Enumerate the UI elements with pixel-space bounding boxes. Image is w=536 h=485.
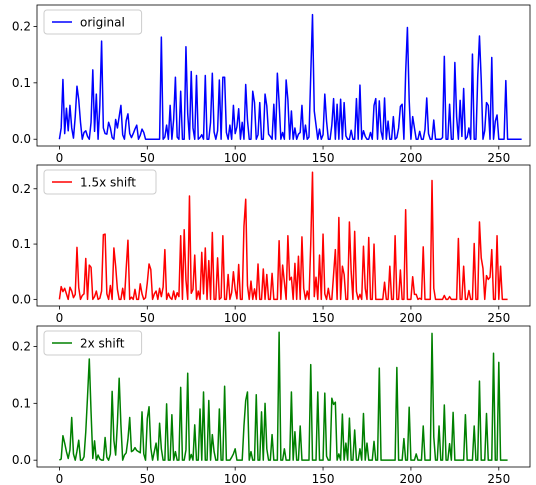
y-tick-label: 0.1 [12,237,31,251]
x-tick-label: 100 [224,311,247,325]
subplot-1: 0 50 100 150 200 250 0.0 0.1 0.2 original [12,4,531,165]
x-tick-label: 50 [140,472,155,485]
y-tick-label: 0.2 [12,19,31,33]
series-line-1 [58,13,522,140]
x-tick-label: 0 [56,311,64,325]
x-tick-label: 200 [399,472,422,485]
series-line-1 [58,171,508,301]
axes-frame [36,325,531,468]
legend-box [43,9,143,35]
y-tick-label: 0.0 [12,453,31,467]
x-tick-label: 150 [312,472,335,485]
subplots: 0 50 100 150 200 250 0.0 0.1 0.2 original 0 50 100 15… [12,4,531,485]
legend-label: 2x shift [80,337,125,351]
y-tick-label: 0.0 [12,132,31,146]
y-tick-label: 0.0 [12,292,31,306]
x-tick-label: 0 [56,151,64,165]
legend-box [43,330,143,356]
axes-frame [36,164,531,307]
x-tick-label: 200 [399,151,422,165]
legend-label: original [80,16,125,30]
x-tick-label: 100 [224,472,247,485]
y-tick-label: 0.2 [12,339,31,353]
y-tick-label: 0.2 [12,182,31,196]
y-tick-label: 0.1 [12,76,31,90]
subplot-3: 0 50 100 150 200 250 0.0 0.1 0.2 2x shift [12,325,531,485]
x-tick-label: 250 [487,151,510,165]
x-tick-label: 0 [56,472,64,485]
axes-frame [36,4,531,147]
y-tick-label: 0.1 [12,396,31,410]
legend-box [43,169,157,195]
x-tick-label: 200 [399,311,422,325]
x-tick-label: 250 [487,472,510,485]
x-tick-label: 50 [140,151,155,165]
x-tick-label: 250 [487,311,510,325]
x-tick-label: 150 [312,151,335,165]
x-tick-label: 150 [312,311,335,325]
x-tick-label: 50 [140,311,155,325]
legend-label: 1.5x shift [80,176,136,190]
subplot-2: 0 50 100 150 200 250 0.0 0.1 0.2 1.5x shift [12,164,531,325]
x-tick-label: 100 [224,151,247,165]
series-line-1 [59,331,508,461]
